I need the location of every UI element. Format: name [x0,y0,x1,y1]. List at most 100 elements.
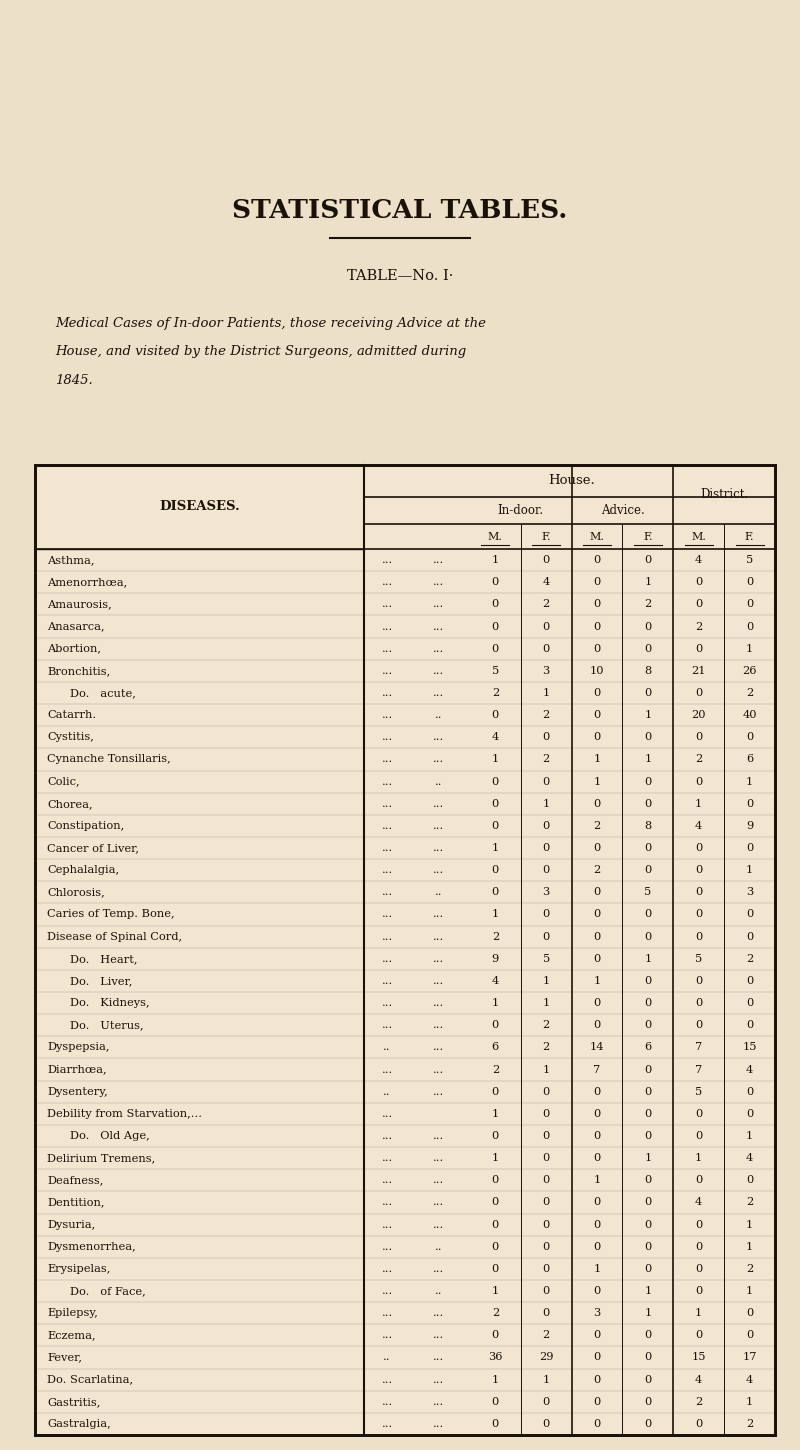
Text: ...: ... [434,954,445,964]
Text: 8: 8 [644,666,651,676]
Text: 0: 0 [644,909,651,919]
Text: 0: 0 [594,799,601,809]
Text: Do.   Heart,: Do. Heart, [70,954,138,964]
Text: ..: .. [435,1241,442,1251]
Text: 0: 0 [542,777,550,786]
Text: TABLE—No. I·: TABLE—No. I· [347,270,453,283]
Text: 0: 0 [644,687,651,697]
Text: 0: 0 [644,799,651,809]
Text: ...: ... [434,732,445,742]
Text: 0: 0 [644,732,651,742]
Text: 0: 0 [695,1176,702,1185]
Text: 0: 0 [492,1420,499,1428]
Text: 0: 0 [695,777,702,786]
Text: ...: ... [382,577,393,587]
Text: ...: ... [434,976,445,986]
Text: 20: 20 [691,710,706,721]
Text: Dysuria,: Dysuria, [47,1219,95,1230]
Text: ...: ... [382,732,393,742]
Text: Advice.: Advice. [601,505,644,518]
Text: 4: 4 [746,1153,754,1163]
Text: 0: 0 [746,1021,754,1030]
Text: 1: 1 [492,1375,499,1385]
Text: ..: .. [435,710,442,721]
Text: 0: 0 [695,1330,702,1340]
Text: 0: 0 [492,777,499,786]
Text: 0: 0 [746,998,754,1008]
Text: 0: 0 [695,976,702,986]
Text: F.: F. [643,532,653,541]
Text: 0: 0 [594,1198,601,1208]
Text: 2: 2 [746,1420,754,1428]
Text: 0: 0 [746,976,754,986]
Text: 0: 0 [644,1064,651,1074]
Text: ...: ... [382,1109,393,1119]
Text: Cystitis,: Cystitis, [47,732,94,742]
Text: 0: 0 [542,1264,550,1275]
Text: 0: 0 [695,1241,702,1251]
Text: 1: 1 [644,1308,651,1318]
Text: Do.   Liver,: Do. Liver, [70,976,132,986]
Text: 1: 1 [695,799,702,809]
Text: 0: 0 [594,909,601,919]
Text: 2: 2 [492,687,499,697]
Text: 2: 2 [542,754,550,764]
Text: 2: 2 [594,866,601,876]
Text: Do. Scarlatina,: Do. Scarlatina, [47,1375,133,1385]
Text: Deafness,: Deafness, [47,1176,103,1185]
Text: ...: ... [382,799,393,809]
Text: 0: 0 [644,1420,651,1428]
Text: ...: ... [434,1198,445,1208]
Text: 2: 2 [542,1330,550,1340]
Text: F.: F. [542,532,551,541]
Text: 2: 2 [492,1064,499,1074]
Text: 0: 0 [644,1131,651,1141]
Text: Do.   Kidneys,: Do. Kidneys, [70,998,150,1008]
Text: ...: ... [434,666,445,676]
Text: 17: 17 [742,1353,757,1363]
Text: 0: 0 [542,1396,550,1406]
Text: 10: 10 [590,666,604,676]
Text: 1: 1 [746,1241,754,1251]
Text: 0: 0 [746,1308,754,1318]
Text: ...: ... [382,1286,393,1296]
Text: 3: 3 [542,666,550,676]
Text: 0: 0 [542,622,550,632]
Text: M.: M. [691,532,706,541]
Text: 14: 14 [590,1043,604,1053]
Text: 0: 0 [695,866,702,876]
Text: Anasarca,: Anasarca, [47,622,105,632]
Text: 0: 0 [492,1264,499,1275]
Text: 1: 1 [492,555,499,566]
Text: 1: 1 [492,1153,499,1163]
Text: 0: 0 [746,622,754,632]
Text: 0: 0 [695,932,702,941]
Text: 0: 0 [492,1086,499,1096]
Text: 1: 1 [492,842,499,853]
Text: ...: ... [434,1064,445,1074]
Text: 0: 0 [492,799,499,809]
Text: 0: 0 [644,1086,651,1096]
Text: 1: 1 [746,1131,754,1141]
Text: Disease of Spinal Cord,: Disease of Spinal Cord, [47,932,182,941]
Text: 1: 1 [492,1109,499,1119]
Text: 15: 15 [691,1353,706,1363]
Text: 0: 0 [594,1153,601,1163]
Text: 7: 7 [695,1064,702,1074]
Text: 1845.: 1845. [55,374,93,387]
Text: ...: ... [382,666,393,676]
Text: ...: ... [382,821,393,831]
Text: ...: ... [382,842,393,853]
Text: Caries of Temp. Bone,: Caries of Temp. Bone, [47,909,174,919]
Text: Erysipelas,: Erysipelas, [47,1264,110,1275]
Text: ...: ... [382,1064,393,1074]
Text: 0: 0 [542,1198,550,1208]
Text: Amenorrhœa,: Amenorrhœa, [47,577,127,587]
Text: Debility from Starvation,...: Debility from Starvation,... [47,1109,202,1119]
Text: Gastritis,: Gastritis, [47,1396,100,1406]
Text: ..: .. [435,887,442,898]
Text: F.: F. [745,532,754,541]
Text: ...: ... [434,1330,445,1340]
Text: 21: 21 [691,666,706,676]
Text: 1: 1 [644,754,651,764]
